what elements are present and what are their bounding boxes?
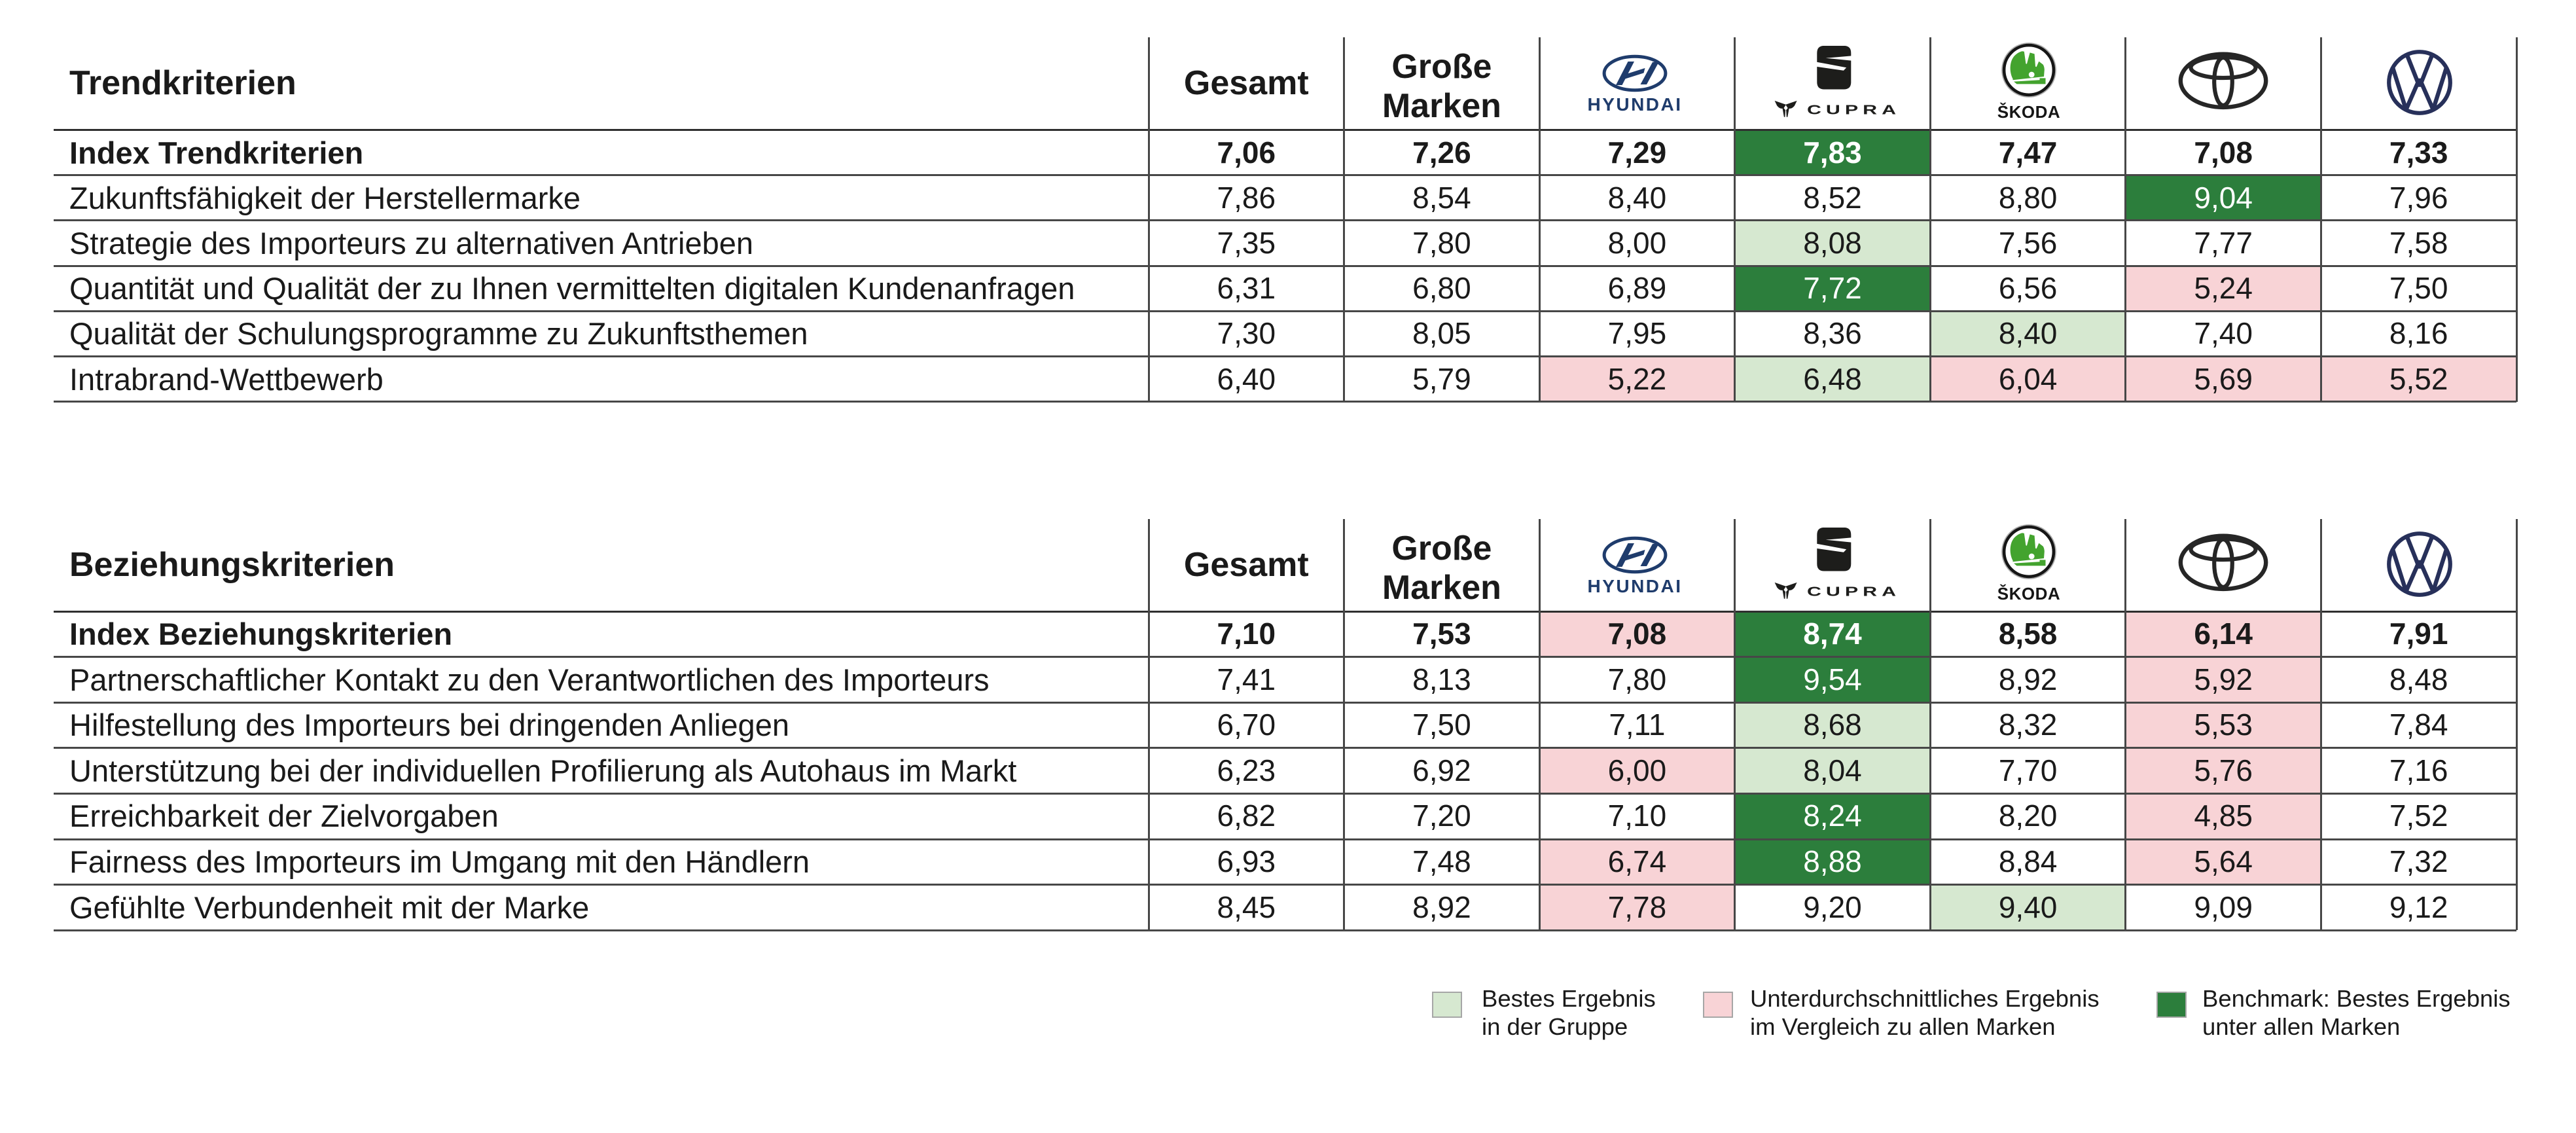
svg-text:HYUNDAI: HYUNDAI bbox=[1588, 576, 1683, 596]
svg-text:ŠKODA: ŠKODA bbox=[1997, 584, 2060, 603]
svg-text:ŠKODA: ŠKODA bbox=[1997, 102, 2060, 122]
svg-text:CUPRA: CUPRA bbox=[1807, 103, 1901, 117]
svg-text:HYUNDAI: HYUNDAI bbox=[1588, 94, 1683, 115]
svg-text:CUPRA: CUPRA bbox=[1807, 584, 1901, 599]
